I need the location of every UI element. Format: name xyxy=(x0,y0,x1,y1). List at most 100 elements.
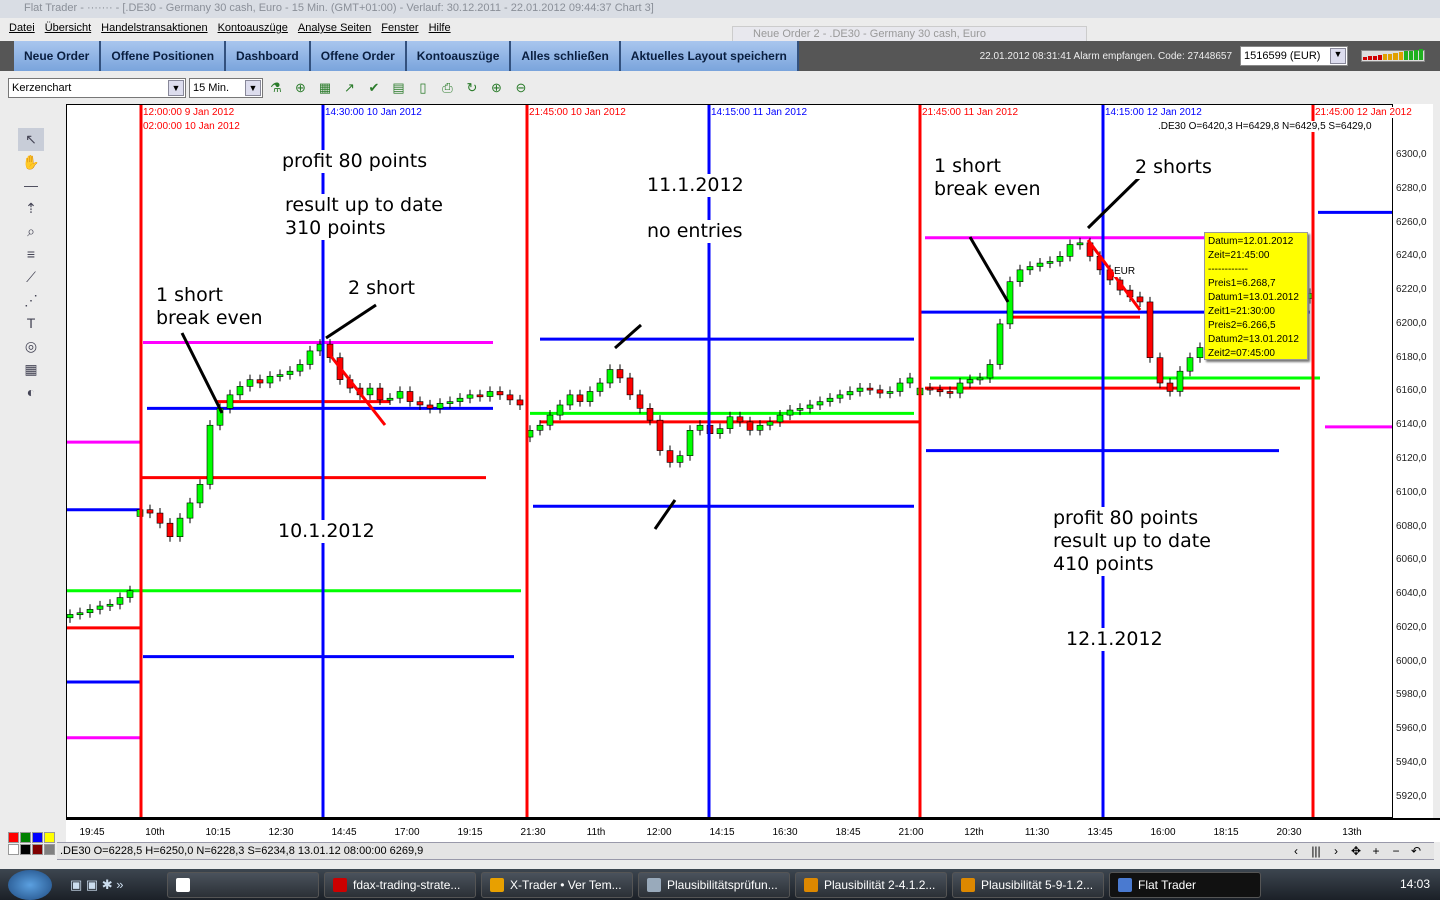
chart-annotation[interactable]: 410 points xyxy=(1053,553,1154,576)
chart-annotation[interactable]: break even xyxy=(156,307,263,330)
add-indicator-icon[interactable]: ⊕ xyxy=(295,80,306,95)
chevron-down-icon[interactable]: ▼ xyxy=(168,80,184,96)
menu-0[interactable]: Datei xyxy=(9,22,35,34)
chart-annotation[interactable]: 310 points xyxy=(285,217,386,240)
nav-button-2[interactable]: Dashboard xyxy=(226,41,311,71)
y-tick-label: 6060,0 xyxy=(1396,554,1427,566)
y-tick-label: 6240,0 xyxy=(1396,250,1427,262)
fibonacci-icon[interactable]: ≡ xyxy=(26,246,36,262)
chart-ohlc-header: .DE30 O=6420,3 H=6429,8 N=6429,5 S=6429,… xyxy=(1158,121,1372,132)
check-chart-icon[interactable]: ✔ xyxy=(368,80,380,95)
line-icon[interactable]: — xyxy=(24,177,38,193)
menu-1[interactable]: Übersicht xyxy=(44,22,92,34)
text-icon[interactable]: T xyxy=(26,315,36,331)
template-icon[interactable]: ▤ xyxy=(392,80,405,95)
y-tick-label: 6080,0 xyxy=(1396,520,1427,532)
taskbar-item[interactable]: Flat Trader xyxy=(1109,871,1261,898)
palette-color[interactable] xyxy=(32,832,43,843)
chart-annotation[interactable]: profit 80 points xyxy=(1053,507,1199,530)
palette-color[interactable] xyxy=(32,844,43,855)
add-chart-icon[interactable]: ⊕ xyxy=(491,80,502,95)
cursor-icon[interactable]: ↖ xyxy=(18,128,44,151)
chart-annotation[interactable]: profit 80 points xyxy=(282,150,428,173)
x-tick-label: 18:45 xyxy=(835,827,861,838)
interval-select[interactable]: 15 Min. ▼ xyxy=(189,78,263,98)
x-tick-label: 12:30 xyxy=(268,827,294,838)
chart-annotation[interactable]: no entries xyxy=(647,220,743,243)
chart-annotation[interactable]: break even xyxy=(934,178,1041,201)
palette-color[interactable] xyxy=(20,832,31,843)
chart-nav-control-4[interactable]: + xyxy=(1372,844,1380,858)
zoom-icon[interactable]: ⌕ xyxy=(27,223,35,239)
drawing-tooltip: Datum=12.01.2012 Zeit=21:45:00 -----------… xyxy=(1204,232,1308,360)
chart-annotation[interactable]: result up to date xyxy=(1053,530,1211,553)
menu-3[interactable]: Kontoauszüge xyxy=(217,22,288,34)
menu-6[interactable]: Hilfe xyxy=(428,22,451,34)
y-tick-label: 5980,0 xyxy=(1396,689,1427,701)
y-tick-label: 6100,0 xyxy=(1396,486,1427,498)
menu-5[interactable]: Fenster xyxy=(381,22,419,34)
print-icon[interactable]: ⎙ xyxy=(442,80,453,95)
taskbar-item[interactable]: Plausibilität 2-4.1.2... xyxy=(795,871,947,898)
chart-annotation[interactable]: 10.1.2012 xyxy=(278,520,375,543)
hand-icon[interactable]: ✋ xyxy=(22,154,40,170)
taskbar-item[interactable] xyxy=(167,871,319,898)
chart-annotation[interactable]: 12.1.2012 xyxy=(1066,628,1163,651)
nav-button-5[interactable]: Alles schließen xyxy=(511,41,621,71)
palette-color[interactable] xyxy=(20,844,31,855)
eraser-icon[interactable]: ◐ xyxy=(26,384,36,400)
chart-nav-control-6[interactable]: ↶ xyxy=(1410,844,1422,858)
window-title: Flat Trader - ······· - [.DE30 - Germany… xyxy=(0,0,1440,18)
palette-color[interactable] xyxy=(8,844,19,855)
chart-nav-control-5[interactable]: − xyxy=(1392,844,1400,858)
pitchfork-icon[interactable]: ⋰ xyxy=(24,292,38,308)
arrow-icon[interactable]: ⇡ xyxy=(25,200,37,216)
trendline-icon[interactable]: ⟋ xyxy=(26,269,36,285)
menu-4[interactable]: Analyse Seiten xyxy=(297,22,372,34)
chart-annotation[interactable]: 1 short xyxy=(934,155,1001,178)
taskbar-item[interactable]: Plausibilität 5-9-1.2... xyxy=(952,871,1104,898)
menu-2[interactable]: Handelstransaktionen xyxy=(101,22,208,34)
start-button[interactable] xyxy=(8,869,52,900)
quick-launch[interactable]: ▣ ▣ ✱ » xyxy=(70,876,124,892)
chart-nav-control-1[interactable]: ||| xyxy=(1311,844,1321,858)
chart-nav-control-2[interactable]: › xyxy=(1334,844,1338,858)
chart-area[interactable] xyxy=(66,104,1393,818)
taskbar-item[interactable]: X-Trader • Ver Tem... xyxy=(481,871,633,898)
chart-line-icon[interactable]: ↗ xyxy=(344,80,355,95)
taskbar-item[interactable]: fdax-trading-strate... xyxy=(324,871,476,898)
nav-button-6[interactable]: Aktuelles Layout speichern xyxy=(620,41,799,71)
palette-color[interactable] xyxy=(44,832,55,843)
remove-chart-icon[interactable]: ⊖ xyxy=(515,80,527,95)
palette-color[interactable] xyxy=(44,844,55,855)
nav-button-3[interactable]: Offene Order xyxy=(310,41,407,71)
chart-toolbar: Kerzenchart ▼ 15 Min. ▼ xyxy=(0,77,1440,101)
nav-button-1[interactable]: Offene Positionen xyxy=(101,41,227,71)
grid-icon[interactable]: ▦ xyxy=(318,80,332,95)
nav-button-0[interactable]: Neue Order xyxy=(14,41,102,71)
nav-button-4[interactable]: Kontoauszüge xyxy=(406,41,512,71)
table-icon[interactable]: ▦ xyxy=(24,361,38,377)
cycle-icon[interactable]: ◎ xyxy=(24,338,38,354)
refresh-icon[interactable]: ↻ xyxy=(466,80,478,95)
chart-annotation[interactable]: 2 short xyxy=(348,277,415,300)
x-tick-label: 12th xyxy=(964,827,984,838)
chart-nav-control-3[interactable]: ✥ xyxy=(1350,844,1362,858)
palette-color[interactable] xyxy=(8,832,19,843)
taskbar-item[interactable]: Plausibilitätsprüfun... xyxy=(638,871,790,898)
signal-bar xyxy=(1403,51,1408,60)
chart-nav-control-0[interactable]: ‹ xyxy=(1294,844,1298,858)
neue-order-window-title[interactable]: Neue Order 2 - .DE30 - Germany 30 cash, … xyxy=(732,26,1087,42)
chart-annotation[interactable]: 2 shorts xyxy=(1135,156,1212,179)
x-tick-label: 21:30 xyxy=(520,827,546,838)
vertical-line-label: 02:00:00 10 Jan 2012 xyxy=(143,121,240,132)
account-select[interactable]: 1516599 (EUR) ▼ xyxy=(1240,46,1348,66)
chevron-down-icon[interactable]: ▼ xyxy=(1330,48,1346,64)
indicator-icon[interactable]: ⚗ xyxy=(270,80,282,95)
chart-annotation[interactable]: 1 short xyxy=(156,284,223,307)
chart-annotation[interactable]: 11.1.2012 xyxy=(647,174,744,197)
chart-annotation[interactable]: result up to date xyxy=(285,194,443,217)
document-icon[interactable]: ▯ xyxy=(419,80,427,95)
chevron-down-icon[interactable]: ▼ xyxy=(245,80,261,96)
chart-type-select[interactable]: Kerzenchart ▼ xyxy=(8,78,186,98)
